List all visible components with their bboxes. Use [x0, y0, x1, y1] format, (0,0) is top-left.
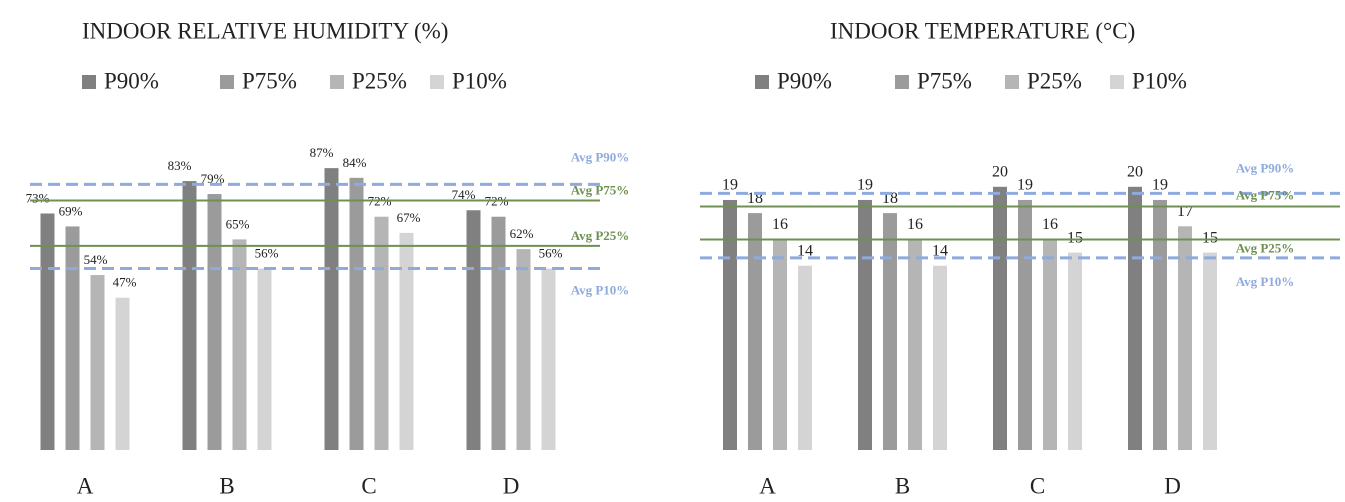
- data-label: 14: [797, 242, 813, 259]
- data-label: 73%: [26, 190, 50, 205]
- reference-label: Avg P90%: [1236, 160, 1295, 175]
- bar: [1068, 252, 1082, 450]
- data-label: 67%: [397, 210, 421, 225]
- bar: [232, 239, 247, 450]
- data-label: 47%: [113, 275, 137, 290]
- data-label: 84%: [343, 155, 367, 170]
- legend-swatch: [82, 75, 96, 89]
- data-label: 69%: [59, 203, 83, 218]
- data-label: 87%: [310, 145, 334, 160]
- bar: [491, 216, 506, 450]
- reference-label: Avg P25%: [571, 228, 630, 243]
- legend-swatch: [1005, 75, 1019, 89]
- reference-label: Avg P10%: [1236, 274, 1295, 289]
- reference-label: Avg P10%: [571, 283, 630, 298]
- legend-label: P25%: [352, 68, 407, 93]
- data-label: 19: [1152, 177, 1168, 194]
- reference-label: Avg P75%: [571, 183, 630, 198]
- data-label: 56%: [255, 246, 279, 261]
- data-label: 15: [1067, 229, 1083, 246]
- bar: [466, 210, 481, 450]
- x-tick-label: B: [219, 473, 234, 498]
- data-label: 19: [1017, 177, 1033, 194]
- bar: [90, 275, 105, 450]
- data-label: 14: [932, 242, 948, 259]
- legend-label: P75%: [242, 68, 297, 93]
- bar: [773, 239, 787, 450]
- data-label: 74%: [452, 187, 476, 202]
- data-label: 16: [1042, 216, 1058, 233]
- bar: [883, 213, 897, 450]
- data-label: 16: [772, 216, 788, 233]
- bar: [324, 168, 339, 450]
- x-tick-label: D: [1164, 473, 1181, 498]
- chart-title: INDOOR TEMPERATURE (°C): [830, 18, 1135, 43]
- data-label: 19: [857, 177, 873, 194]
- legend-label: P90%: [104, 68, 159, 93]
- x-tick-label: C: [1030, 473, 1045, 498]
- x-tick-label: A: [77, 473, 94, 498]
- data-label: 62%: [510, 226, 534, 241]
- data-label: 83%: [168, 158, 192, 173]
- bar: [1203, 252, 1217, 450]
- bar: [257, 268, 272, 450]
- bar: [541, 268, 556, 450]
- reference-label: Avg P75%: [1236, 188, 1295, 203]
- x-tick-label: B: [895, 473, 910, 498]
- bar: [1128, 186, 1142, 451]
- legend-swatch: [895, 75, 909, 89]
- bar: [40, 213, 55, 450]
- legend-label: P10%: [452, 68, 507, 93]
- bar: [207, 194, 222, 450]
- data-label: 16: [907, 216, 923, 233]
- bar: [908, 239, 922, 450]
- data-label: 17: [1177, 203, 1193, 220]
- bar: [1043, 239, 1057, 450]
- data-label: 54%: [84, 252, 108, 267]
- bar: [65, 226, 80, 450]
- data-label: 65%: [226, 216, 250, 231]
- legend-label: P75%: [917, 68, 972, 93]
- bar: [798, 265, 812, 450]
- data-label: 19: [722, 177, 738, 194]
- x-tick-label: A: [759, 473, 776, 498]
- bar: [374, 216, 389, 450]
- bar: [1153, 199, 1167, 450]
- legend-swatch: [330, 75, 344, 89]
- bar: [1178, 226, 1192, 450]
- bar: [115, 297, 130, 450]
- bar: [933, 265, 947, 450]
- bar: [516, 249, 531, 450]
- bar: [993, 186, 1007, 451]
- bar: [748, 213, 762, 450]
- data-label: 15: [1202, 229, 1218, 246]
- legend-label: P90%: [777, 68, 832, 93]
- bar: [858, 199, 872, 450]
- bar: [182, 181, 197, 450]
- legend-swatch: [430, 75, 444, 89]
- data-label: 79%: [201, 171, 225, 186]
- x-tick-label: D: [503, 473, 520, 498]
- reference-label: Avg P25%: [1236, 240, 1295, 255]
- legend-label: P10%: [1132, 68, 1187, 93]
- x-tick-label: C: [361, 473, 376, 498]
- bar: [349, 177, 364, 450]
- reference-label: Avg P90%: [571, 149, 630, 164]
- data-label: 20: [1127, 163, 1143, 180]
- bar: [399, 232, 414, 450]
- bar: [1018, 199, 1032, 450]
- chart-title: INDOOR RELATIVE HUMIDITY (%): [82, 18, 448, 43]
- legend-swatch: [755, 75, 769, 89]
- bar: [723, 199, 737, 450]
- data-label: 20: [992, 163, 1008, 180]
- data-label: 56%: [539, 246, 563, 261]
- legend-swatch: [220, 75, 234, 89]
- legend-label: P25%: [1027, 68, 1082, 93]
- legend-swatch: [1110, 75, 1124, 89]
